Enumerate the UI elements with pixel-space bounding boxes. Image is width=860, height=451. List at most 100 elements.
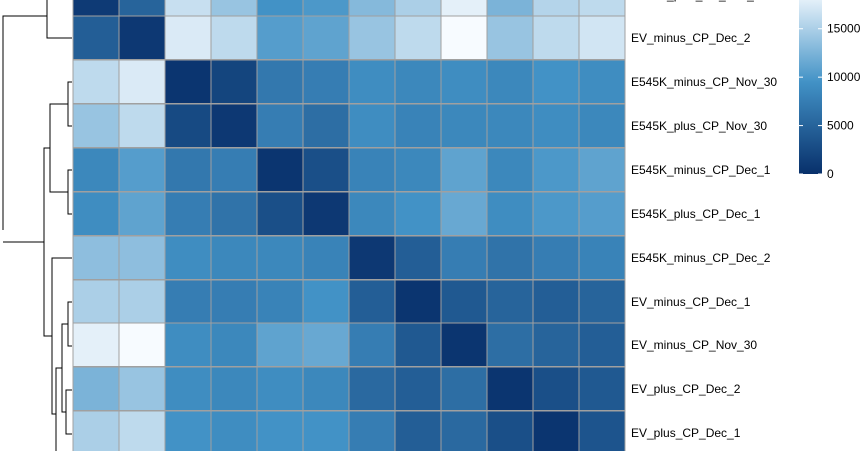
heatmap-cell	[348, 59, 396, 104]
heatmap-cell	[256, 366, 304, 411]
heatmap-cell	[440, 235, 488, 280]
heatmap-cell	[256, 59, 304, 104]
heatmap-cell	[302, 59, 350, 104]
heatmap-cell	[210, 0, 258, 17]
heatmap-cell	[532, 322, 580, 367]
heatmap-cell	[210, 366, 258, 411]
heatmap-cell	[394, 147, 442, 192]
heatmap-cell	[164, 147, 212, 192]
dendrogram-branch	[61, 323, 68, 413]
heatmap-cell	[348, 0, 396, 17]
color-legend-bar	[799, 0, 822, 174]
heatmap-cell	[118, 59, 166, 104]
heatmap-cell	[532, 0, 580, 17]
heatmap-cell	[302, 0, 350, 17]
heatmap-cell	[256, 322, 304, 367]
heatmap-cell	[302, 322, 350, 367]
heatmap-cell	[486, 410, 534, 451]
heatmap-cell	[118, 15, 166, 60]
heatmap-cell	[256, 279, 304, 324]
heatmap-cell	[256, 103, 304, 148]
heatmap-cell	[532, 147, 580, 192]
heatmap-cell	[486, 366, 534, 411]
heatmap-cell	[440, 279, 488, 324]
heatmap-cell	[256, 235, 304, 280]
heatmap-cell	[256, 15, 304, 60]
heatmap-cell	[578, 410, 626, 451]
heatmap-cell	[302, 366, 350, 411]
heatmap-cell	[210, 235, 258, 280]
row-label: E545K_minus_CP_Dec_2	[631, 251, 771, 265]
heatmap-cell	[578, 235, 626, 280]
heatmap-cells	[72, 0, 626, 451]
heatmap-cell	[440, 0, 488, 17]
heatmap-cell	[164, 191, 212, 236]
heatmap-cell	[302, 410, 350, 451]
row-label: E545K_minus_CP_Nov_30	[631, 75, 777, 89]
row-label: EV_plus_CP_Dec_2	[631, 382, 741, 396]
heatmap-cell	[440, 366, 488, 411]
heatmap-cell	[118, 103, 166, 148]
heatmap-cell	[348, 147, 396, 192]
heatmap-cell	[302, 279, 350, 324]
heatmap-cell	[578, 0, 626, 17]
dendrogram-branch	[65, 389, 72, 435]
heatmap-cell	[210, 15, 258, 60]
heatmap-cell	[532, 366, 580, 411]
heatmap-cell	[532, 59, 580, 104]
row-labels: E545K_plus_CP_Nov_2 EV_minus_CP_Dec_2 E545…	[631, 0, 777, 440]
heatmap-cell	[578, 279, 626, 324]
heatmap-cell	[394, 59, 442, 104]
heatmap-cell	[210, 59, 258, 104]
dendrogram-branch	[67, 81, 72, 127]
heatmap-cell	[394, 279, 442, 324]
heatmap-cell	[72, 147, 120, 192]
heatmap-cell	[118, 410, 166, 451]
dendrogram-branch	[67, 301, 72, 347]
heatmap-cell	[532, 410, 580, 451]
heatmap-cell	[302, 235, 350, 280]
heatmap-cell	[394, 191, 442, 236]
heatmap-cell	[348, 410, 396, 451]
heatmap-cell	[486, 322, 534, 367]
heatmap-cell	[440, 410, 488, 451]
dendrogram-branch	[55, 367, 62, 451]
heatmap-cell	[440, 103, 488, 148]
heatmap-cell	[486, 15, 534, 60]
heatmap-cell	[302, 191, 350, 236]
heatmap-cell	[118, 147, 166, 192]
heatmap-cell	[164, 410, 212, 451]
row-label: E545K_minus_CP_Dec_1	[631, 163, 771, 177]
heatmap-cell	[486, 147, 534, 192]
row-label: E545K_plus_CP_Nov_2	[631, 0, 761, 2]
heatmap-cell	[164, 15, 212, 60]
dendrogram-branch	[49, 103, 68, 193]
heatmap-cell	[164, 0, 212, 17]
heatmap-cell	[348, 103, 396, 148]
heatmap-cell	[440, 15, 488, 60]
heatmap-cell	[210, 279, 258, 324]
heatmap-cell	[72, 15, 120, 60]
heatmap-cell	[72, 410, 120, 451]
heatmap-cell	[164, 103, 212, 148]
legend-tick-label: 15000	[827, 22, 860, 36]
heatmap-cell	[486, 235, 534, 280]
dendrogram-branch	[46, 0, 72, 39]
heatmap-cell	[486, 191, 534, 236]
heatmap-cell	[72, 322, 120, 367]
heatmap-cell	[164, 235, 212, 280]
heatmap-cell	[440, 191, 488, 236]
heatmap-cell	[302, 15, 350, 60]
heatmap-cell	[486, 279, 534, 324]
heatmap-cell	[578, 15, 626, 60]
heatmap-cell	[210, 191, 258, 236]
row-label: E545K_plus_CP_Nov_30	[631, 119, 767, 133]
heatmap-cell	[532, 15, 580, 60]
row-label: EV_minus_CP_Dec_2	[631, 31, 751, 45]
heatmap-cell	[394, 15, 442, 60]
heatmap-cell	[118, 191, 166, 236]
dendrogram-branch	[67, 169, 72, 215]
heatmap-cell	[256, 191, 304, 236]
heatmap-cell	[118, 279, 166, 324]
